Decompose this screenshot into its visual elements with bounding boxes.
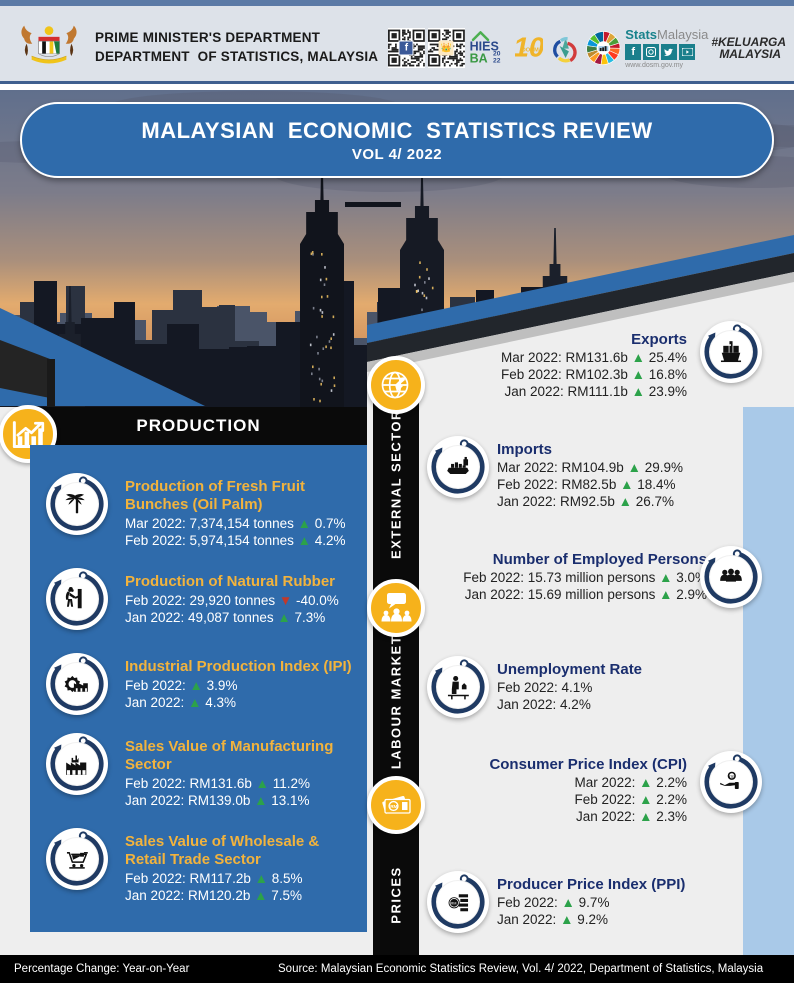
svg-text:rm: rm xyxy=(729,774,735,779)
svg-text:DOSM: DOSM xyxy=(521,47,538,53)
svg-text:22: 22 xyxy=(493,57,501,64)
svg-text:RM: RM xyxy=(451,902,457,906)
svg-text:BA: BA xyxy=(469,51,487,65)
svg-text:RM: RM xyxy=(390,804,397,809)
